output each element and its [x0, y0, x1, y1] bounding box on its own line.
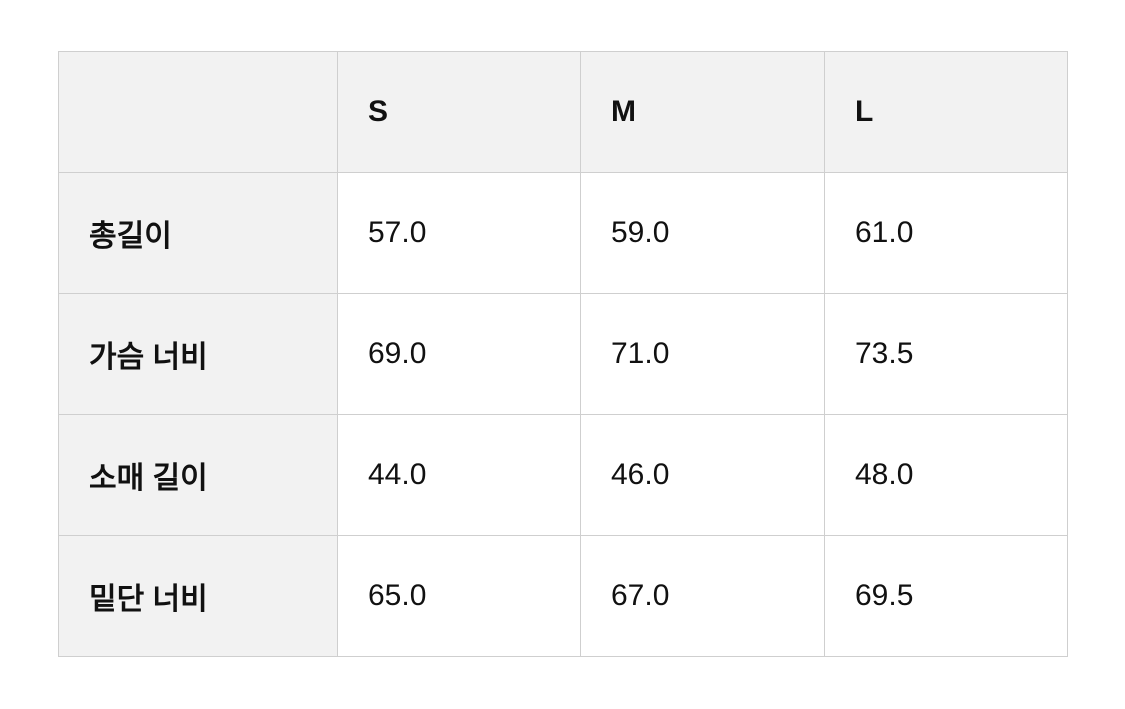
- corner-cell: [58, 51, 338, 173]
- header-size-s: S: [337, 51, 581, 173]
- row-label: 밑단 너비: [58, 535, 338, 657]
- cell-value: 67.0: [580, 535, 825, 657]
- table-row: 가슴 너비 69.0 71.0 73.5: [58, 293, 1068, 415]
- cell-value: 65.0: [337, 535, 581, 657]
- header-size-l: L: [824, 51, 1068, 173]
- cell-value: 46.0: [580, 414, 825, 536]
- row-label: 가슴 너비: [58, 293, 338, 415]
- cell-value: 59.0: [580, 172, 825, 294]
- table-row: 밑단 너비 65.0 67.0 69.5: [58, 535, 1068, 657]
- cell-value: 69.0: [337, 293, 581, 415]
- cell-value: 61.0: [824, 172, 1068, 294]
- cell-value: 69.5: [824, 535, 1068, 657]
- cell-value: 44.0: [337, 414, 581, 536]
- row-label: 소매 길이: [58, 414, 338, 536]
- size-chart-table: S M L 총길이 57.0 59.0 61.0 가슴 너비 69.0 71.0…: [58, 51, 1068, 657]
- row-label: 총길이: [58, 172, 338, 294]
- header-size-m: M: [580, 51, 825, 173]
- cell-value: 57.0: [337, 172, 581, 294]
- table-row: 소매 길이 44.0 46.0 48.0: [58, 414, 1068, 536]
- cell-value: 73.5: [824, 293, 1068, 415]
- table-row: 총길이 57.0 59.0 61.0: [58, 172, 1068, 294]
- cell-value: 71.0: [580, 293, 825, 415]
- cell-value: 48.0: [824, 414, 1068, 536]
- header-row: S M L: [58, 51, 1068, 173]
